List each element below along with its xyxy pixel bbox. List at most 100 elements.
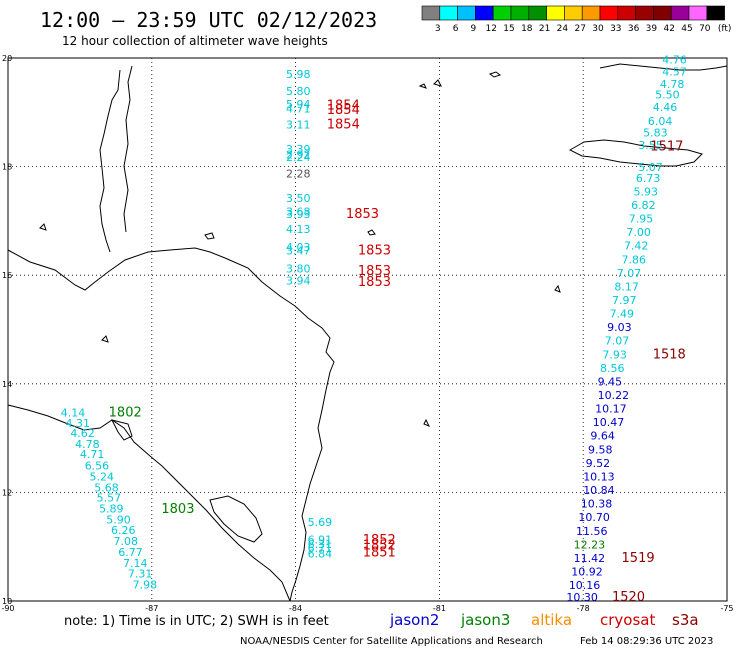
colorbar-swatch — [581, 5, 601, 21]
colorbar-tick-label: (ft) — [718, 24, 732, 34]
wave-height-label: 10.30 — [566, 591, 598, 604]
wave-height-label: 5.90 — [106, 513, 131, 526]
wave-height-label: 3.55 — [638, 139, 663, 152]
wave-height-label: 4.57 — [662, 65, 687, 78]
wave-height-label: 10.22 — [598, 389, 630, 402]
pass-time-label: 1520 — [612, 590, 645, 605]
wave-height-label: 7.14 — [123, 557, 148, 570]
wave-height-label: 3.80 — [286, 262, 311, 275]
wave-height-label: 3.50 — [286, 192, 311, 205]
page-title: 12:00 – 23:59 UTC 02/12/2023 — [40, 8, 377, 32]
wave-height-label: 7.93 — [602, 348, 627, 361]
pass-time-label: 1854 — [327, 103, 360, 118]
wave-height-label: 8.56 — [600, 362, 625, 375]
colorbar-tick-label: 42 — [663, 24, 674, 34]
pass-time-label: 1853 — [358, 264, 391, 279]
wave-height-label: 6.77 — [118, 546, 143, 559]
wave-height-label: 5.89 — [99, 502, 124, 515]
island-misc3 — [554, 284, 561, 293]
wave-height-label: 3.11 — [286, 119, 311, 132]
island-misc6 — [204, 232, 215, 240]
wave-height-label: 9.52 — [586, 457, 611, 470]
wave-height-label: 6.26 — [111, 524, 136, 537]
wave-height-label: 4.31 — [66, 417, 91, 430]
wave-height-label: 4.14 — [61, 406, 86, 419]
wave-height-label: 3.39 — [286, 143, 311, 156]
lon-tick-label: -84 — [289, 604, 302, 613]
wave-height-label: 10.17 — [595, 403, 627, 416]
wave-height-label: 7.49 — [610, 308, 635, 321]
colorbar: 3 6 9 12 15 18 21 24 27 30 33 36 39 42 45 70 (ft) — [421, 5, 732, 34]
wave-height-label: 6.84 — [308, 548, 333, 561]
lon-tick-label: -78 — [577, 604, 590, 613]
wave-height-label: 5.80 — [286, 85, 311, 98]
pass-time-label: 1854 — [327, 118, 360, 133]
wave-height-label: 5.98 — [286, 68, 311, 81]
lon-tick-label: -75 — [720, 604, 733, 613]
legend-altika: altika — [531, 611, 572, 629]
colorbar-swatch — [457, 5, 476, 21]
pass-time-label: 1519 — [622, 551, 655, 566]
wave-height-label: 10.13 — [583, 470, 615, 483]
colorbar-tick-label: 18 — [521, 24, 533, 34]
lon-tick-label: -90 — [1, 604, 14, 613]
colorbar-swatch — [492, 5, 512, 21]
wave-height-label: 6.82 — [631, 199, 656, 212]
colorbar-tick-label: 15 — [503, 24, 514, 34]
wave-height-label: 4.71 — [80, 448, 105, 461]
pass-time-label: 1853 — [346, 207, 379, 222]
colorbar-swatch — [670, 5, 690, 21]
colorbar-swatch — [564, 5, 583, 21]
coastline-jamaica — [568, 139, 703, 167]
pass-time-label: 1851 — [363, 545, 396, 560]
wave-height-label: 7.86 — [622, 253, 647, 266]
pass-time-labels: 1854185418541853185318531853185218521851… — [109, 99, 686, 605]
colorbar-swatch — [421, 5, 441, 21]
wave-height-label: 5.83 — [643, 127, 668, 140]
pass-time-label: 1853 — [358, 275, 391, 290]
pass-time-label: 1852 — [363, 533, 396, 548]
pass-time-label: 1854 — [327, 99, 360, 114]
wave-height-label: 4.46 — [653, 101, 678, 114]
lon-tick-label: -81 — [433, 604, 446, 613]
pass-time-label: 1802 — [109, 405, 142, 420]
wave-height-label: 5.50 — [655, 89, 680, 102]
wave-height-label: 5.07 — [638, 161, 663, 174]
wave-height-label: 6.04 — [648, 115, 673, 128]
colorbar-swatch — [599, 5, 619, 21]
wave-height-label: 5.68 — [94, 481, 119, 494]
wave-height-label: 9.64 — [590, 430, 615, 443]
wave-height-label: 5.24 — [89, 470, 114, 483]
wave-height-label: 10.92 — [571, 565, 603, 578]
footer-timestamp: Feb 14 08:29:36 UTC 2023 — [580, 636, 713, 647]
wave-height-label: 7.95 — [629, 213, 654, 226]
colorbar-tick-label: 45 — [681, 24, 692, 34]
wave-height-label: 9.03 — [607, 321, 632, 334]
pass-time-label: 1853 — [358, 244, 391, 259]
wave-height-label: 7.00 — [626, 226, 651, 239]
colorbar-tick-label: 30 — [592, 24, 604, 34]
wave-height-label: 4.71 — [286, 102, 311, 115]
lat-tick-label: 20 — [2, 54, 12, 63]
wave-height-label: 10.16 — [569, 579, 601, 592]
wave-height-label: 7.31 — [128, 568, 153, 581]
wave-height-label: 3.94 — [286, 274, 311, 287]
wave-height-label: 5.57 — [97, 492, 122, 505]
wave-height-labels: 5.985.805.944.713.113.392.922.242.283.50… — [61, 53, 687, 604]
lat-tick-label: 10 — [2, 597, 12, 606]
island-misc1 — [433, 79, 442, 87]
wave-height-label: 2.28 — [286, 167, 311, 180]
wave-height-label: 4.78 — [75, 438, 100, 451]
wave-height-label: 5.69 — [308, 516, 333, 529]
colorbar-tick-label: 6 — [453, 24, 459, 34]
colorbar-swatch — [688, 5, 708, 21]
coastlines — [7, 63, 728, 602]
lat-tick-label: 18 — [2, 163, 12, 172]
colorbar-tick-label: 27 — [574, 24, 585, 34]
island-cayman — [488, 71, 502, 78]
wave-height-label: 2.24 — [286, 151, 311, 164]
coastline-yucatan — [7, 247, 335, 602]
colorbar-tick-label: 70 — [699, 24, 711, 34]
